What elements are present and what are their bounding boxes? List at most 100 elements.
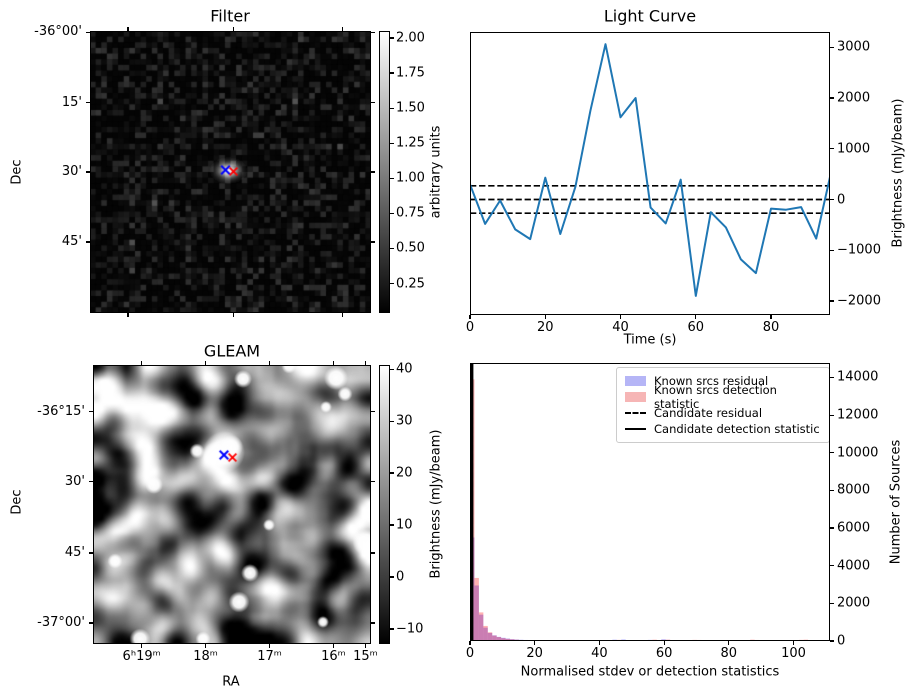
- tick-mark: [390, 142, 394, 144]
- tick-label: 0.50: [396, 240, 425, 256]
- tick-mark: [830, 527, 834, 529]
- tick-label: 1.50: [396, 100, 425, 116]
- filter-image: [90, 31, 371, 313]
- tick-label: 80: [720, 646, 738, 661]
- tick-mark: [830, 148, 834, 150]
- tick-label: 16ᵐ: [321, 649, 346, 664]
- tick-mark: [830, 414, 834, 416]
- tick-mark: [364, 644, 367, 648]
- tick-label: 15': [61, 94, 82, 110]
- tick-mark: [390, 472, 394, 474]
- tick-label: 40: [591, 646, 608, 661]
- tick-label: 30: [396, 413, 413, 429]
- tick-mark: [469, 641, 471, 645]
- tick-label: −10: [396, 621, 424, 637]
- tick-mark: [830, 249, 834, 251]
- tick-mark: [268, 644, 271, 648]
- tick-label: 100: [781, 646, 806, 661]
- tick-mark: [332, 361, 335, 365]
- tick-mark: [830, 452, 834, 454]
- tick-label: 45': [61, 233, 82, 249]
- tick-mark: [830, 602, 834, 604]
- histogram-legend: Known srcs residual Known srcs detection…: [616, 367, 830, 443]
- tick-label: -36°15': [37, 403, 85, 419]
- tick-mark: [89, 622, 93, 624]
- tick-mark: [371, 481, 375, 483]
- tick-mark: [89, 481, 93, 483]
- tick-mark: [86, 171, 90, 173]
- light-curve-ylabel: Brightness (mJy/beam): [890, 98, 906, 248]
- tick-mark: [371, 622, 375, 624]
- tick-label: 60: [687, 320, 705, 335]
- tick-label: 12000: [837, 407, 879, 423]
- tick-label: −2000: [837, 293, 881, 309]
- tick-mark: [127, 27, 129, 31]
- tick-mark: [830, 376, 834, 379]
- tick-mark: [371, 171, 375, 173]
- gleam-title: GLEAM: [203, 341, 261, 361]
- tick-mark: [390, 576, 394, 578]
- tick-label: 15ᵐ: [353, 649, 378, 664]
- tick-label: 30': [61, 164, 82, 179]
- tick-label: 0: [837, 633, 846, 649]
- tick-label: 40: [612, 320, 629, 335]
- tick-label: 2000: [837, 90, 871, 106]
- blue-patch-swatch: [625, 376, 646, 386]
- tick-label: -36°00': [34, 24, 82, 40]
- tick-mark: [390, 212, 394, 214]
- gleam-ylabel: Dec: [9, 489, 25, 515]
- tick-label: 6ʰ19ᵐ: [122, 649, 161, 664]
- tick-label: 20: [526, 646, 543, 661]
- tick-label: 0.75: [396, 205, 425, 221]
- tick-mark: [86, 241, 90, 243]
- plot-area: [470, 32, 830, 315]
- tick-mark: [371, 411, 375, 413]
- tick-mark: [598, 641, 600, 645]
- tick-label: 20: [536, 320, 554, 335]
- dashed-line-swatch: [625, 412, 646, 414]
- tick-label: 6000: [837, 520, 871, 536]
- tick-label: 30': [64, 473, 85, 489]
- filter-title: Filter: [210, 6, 250, 26]
- tick-mark: [619, 315, 622, 319]
- tick-mark: [204, 361, 207, 365]
- tick-label: 1.75: [396, 65, 425, 81]
- legend-item: Known srcs detection statistic: [625, 383, 821, 411]
- tick-label: 18ᵐ: [193, 649, 218, 664]
- gleam-image: [93, 365, 371, 644]
- tick-mark: [371, 241, 375, 243]
- tick-label: 10: [396, 517, 413, 533]
- tick-mark: [830, 489, 834, 491]
- legend-label: Candidate detection statistic: [654, 422, 820, 436]
- tick-mark: [728, 641, 730, 645]
- tick-mark: [342, 27, 344, 31]
- tick-mark: [770, 315, 772, 319]
- tick-mark: [663, 641, 665, 645]
- tick-label: 10000: [837, 445, 879, 461]
- tick-label: 80: [762, 320, 780, 335]
- tick-label: 20: [396, 465, 413, 481]
- legend-item: Candidate residual: [625, 405, 821, 421]
- tick-mark: [390, 420, 394, 422]
- tick-mark: [89, 411, 93, 413]
- tick-label: 8000: [837, 482, 871, 498]
- tick-mark: [830, 640, 834, 642]
- tick-mark: [364, 361, 367, 365]
- tick-mark: [830, 46, 834, 48]
- tick-mark: [390, 177, 394, 179]
- tick-mark: [469, 315, 471, 319]
- tick-mark: [695, 315, 697, 319]
- legend-label: Candidate residual: [654, 406, 763, 420]
- tick-label: 45': [64, 545, 85, 561]
- tick-label: 1.25: [396, 135, 425, 151]
- tick-mark: [233, 27, 235, 31]
- colorbar: [379, 31, 390, 313]
- tick-label: 40: [396, 361, 413, 377]
- tick-mark: [89, 552, 93, 554]
- tick-label: 2000: [837, 595, 871, 611]
- tick-label: -37°00': [37, 615, 85, 631]
- tick-mark: [371, 31, 375, 33]
- gleam-xlabel: RA: [222, 674, 240, 690]
- tick-mark: [127, 313, 129, 317]
- tick-mark: [830, 300, 834, 302]
